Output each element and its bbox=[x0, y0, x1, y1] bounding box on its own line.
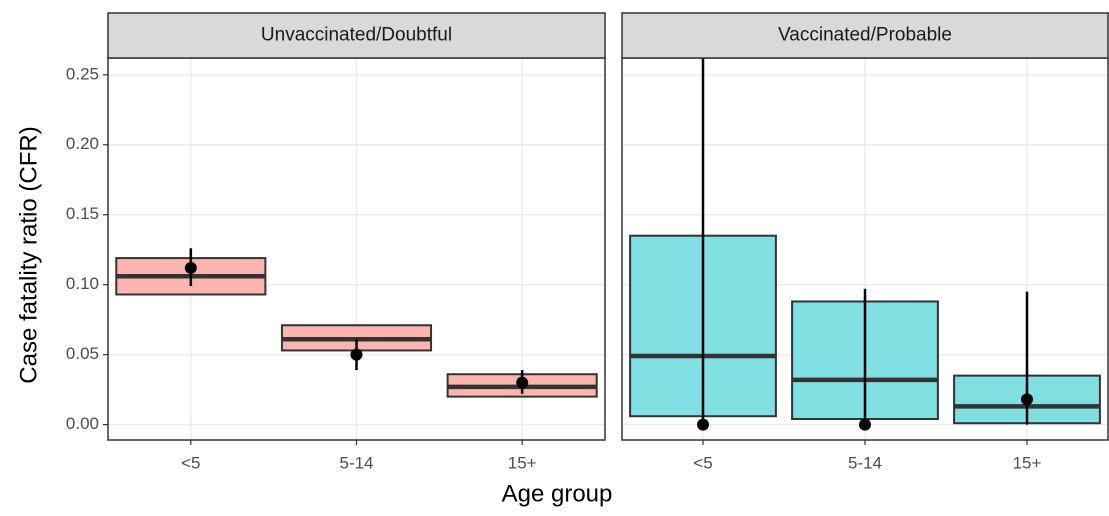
strip-title: Unvaccinated/Doubtful bbox=[261, 25, 452, 46]
y-tick-label: 0.10 bbox=[66, 274, 99, 293]
x-tick-label: <5 bbox=[693, 453, 712, 472]
point bbox=[516, 376, 529, 389]
strip-title: Vaccinated/Probable bbox=[778, 25, 952, 46]
x-tick-label: 15+ bbox=[1013, 453, 1042, 472]
x-tick-label: 5-14 bbox=[848, 453, 882, 472]
y-axis-title: Case fatality ratio (CFR) bbox=[15, 126, 42, 383]
point bbox=[697, 418, 709, 431]
y-tick-label: 0.15 bbox=[66, 204, 99, 223]
y-tick-label: 0.05 bbox=[66, 344, 99, 363]
y-tick-label: 0.00 bbox=[66, 414, 99, 433]
y-tick-label: 0.20 bbox=[66, 134, 99, 153]
point bbox=[859, 418, 871, 431]
point bbox=[184, 261, 197, 274]
x-tick-label: 5-14 bbox=[339, 453, 373, 472]
x-tick-label: 15+ bbox=[508, 453, 537, 472]
y-tick-label: 0.25 bbox=[66, 64, 99, 83]
x-axis-title: Age group bbox=[502, 480, 613, 507]
point bbox=[350, 348, 363, 361]
strip bbox=[107, 12, 606, 59]
x-tick-label: <5 bbox=[181, 453, 200, 472]
strip bbox=[621, 12, 1109, 59]
point bbox=[1021, 393, 1033, 406]
